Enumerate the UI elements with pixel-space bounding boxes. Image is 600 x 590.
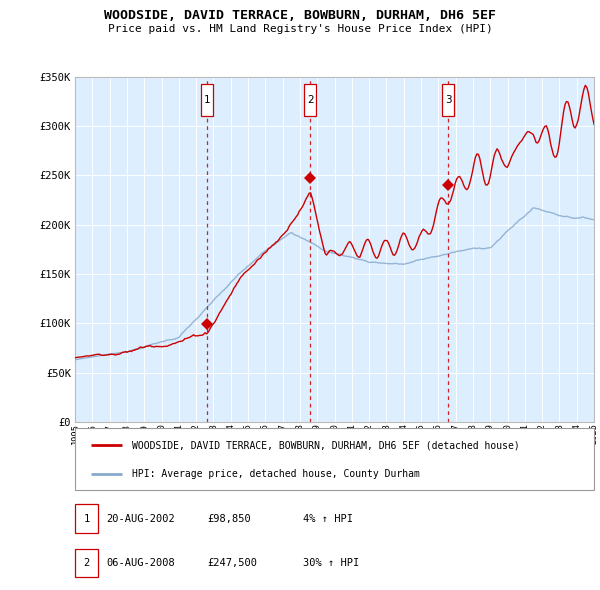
Text: 06-AUG-2008: 06-AUG-2008 [106, 558, 175, 568]
Text: 1: 1 [83, 514, 89, 523]
FancyBboxPatch shape [304, 84, 316, 116]
Text: Price paid vs. HM Land Registry's House Price Index (HPI): Price paid vs. HM Land Registry's House … [107, 24, 493, 34]
Text: £98,850: £98,850 [207, 514, 251, 523]
Text: 1: 1 [204, 95, 211, 105]
Text: WOODSIDE, DAVID TERRACE, BOWBURN, DURHAM, DH6 5EF (detached house): WOODSIDE, DAVID TERRACE, BOWBURN, DURHAM… [132, 440, 520, 450]
Text: WOODSIDE, DAVID TERRACE, BOWBURN, DURHAM, DH6 5EF: WOODSIDE, DAVID TERRACE, BOWBURN, DURHAM… [104, 9, 496, 22]
FancyBboxPatch shape [442, 84, 454, 116]
Text: HPI: Average price, detached house, County Durham: HPI: Average price, detached house, Coun… [132, 469, 420, 479]
FancyBboxPatch shape [75, 428, 594, 490]
Text: 20-AUG-2002: 20-AUG-2002 [106, 514, 175, 523]
Text: 3: 3 [445, 95, 452, 105]
Text: £247,500: £247,500 [207, 558, 257, 568]
FancyBboxPatch shape [201, 84, 213, 116]
Text: 30% ↑ HPI: 30% ↑ HPI [303, 558, 359, 568]
Text: 2: 2 [307, 95, 313, 105]
Text: 2: 2 [83, 558, 89, 568]
Text: 4% ↑ HPI: 4% ↑ HPI [303, 514, 353, 523]
